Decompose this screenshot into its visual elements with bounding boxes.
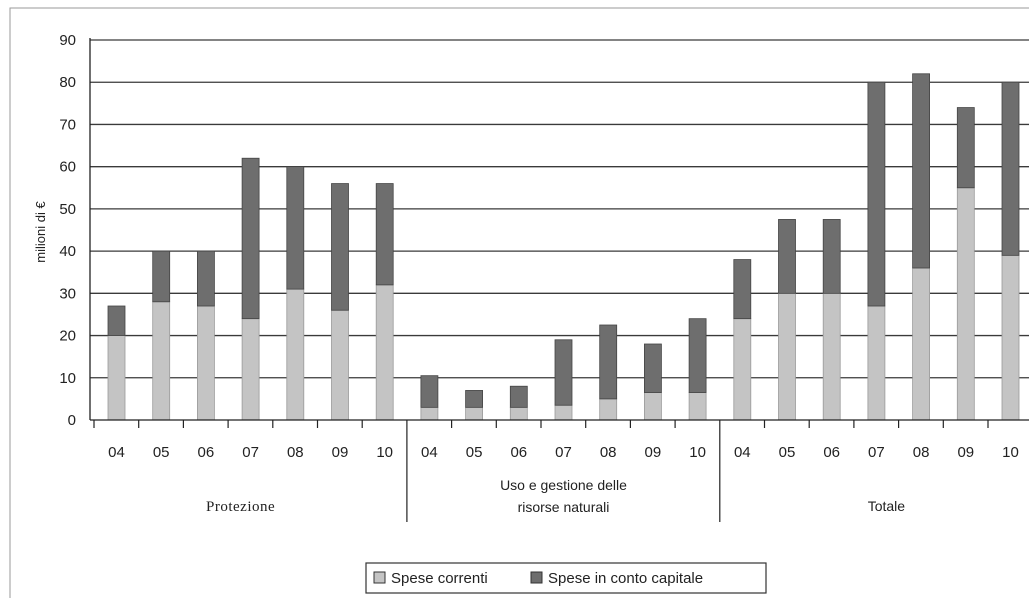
bar-spese-conto-capitale [912, 73, 930, 269]
bar-spese-conto-capitale [196, 250, 215, 307]
bar-spese-conto-capitale [554, 339, 573, 406]
bar-spese-correnti [465, 406, 484, 421]
group-label: Uso e gestione delle [500, 477, 627, 493]
group-label: Protezione [206, 499, 275, 515]
bar-spese-conto-capitale [822, 219, 841, 294]
group-label: risorse naturali [518, 499, 610, 515]
bar-spese-conto-capitale [599, 324, 618, 400]
bar-spese-correnti [822, 292, 841, 421]
bar-spese-correnti [196, 305, 215, 421]
bar-spese-conto-capitale [465, 390, 484, 408]
y-tick-label: 20 [59, 328, 76, 345]
group-label: Totale [868, 498, 906, 514]
x-tick-label: 09 [332, 444, 349, 461]
chart-frame [9, 7, 1029, 598]
x-tick-label: 09 [645, 444, 662, 461]
legend-swatch-spese-correnti [373, 571, 386, 584]
bar-spese-correnti [912, 267, 930, 421]
y-tick-label: 30 [59, 285, 76, 302]
x-tick-label: 04 [734, 444, 751, 461]
bar-spese-correnti [241, 318, 260, 421]
y-tick-label: 60 [59, 159, 76, 176]
x-tick-label: 06 [198, 444, 215, 461]
bar-spese-correnti [867, 305, 886, 421]
bar-spese-conto-capitale [286, 166, 305, 290]
bar-spese-conto-capitale [331, 183, 349, 311]
legend-swatch-spese-conto-capitale [530, 571, 543, 584]
bar-spese-conto-capitale [375, 183, 394, 286]
x-tick-label: 05 [779, 444, 796, 461]
x-tick-label: 08 [287, 444, 304, 461]
y-tick-label: 10 [59, 370, 76, 387]
x-tick-label: 08 [913, 444, 930, 461]
bar-spese-correnti [375, 284, 394, 421]
legend-entry: Spese correnti [391, 570, 488, 587]
y-tick-label: 40 [59, 243, 76, 260]
x-tick-label: 07 [555, 444, 572, 461]
bar-spese-conto-capitale [1001, 81, 1020, 256]
bar-spese-conto-capitale [867, 81, 886, 307]
bar-spese-correnti [509, 406, 528, 421]
y-tick-label: 90 [59, 32, 76, 49]
x-tick-label: 05 [153, 444, 170, 461]
bar-spese-conto-capitale [644, 343, 662, 393]
bar-spese-conto-capitale [152, 250, 171, 303]
bar-spese-correnti [644, 392, 662, 421]
x-tick-label: 10 [376, 444, 393, 461]
y-axis-label: milioni di € [33, 201, 48, 263]
legend: Spese correnti Spese in conto capitale [365, 562, 767, 594]
bar-spese-conto-capitale [420, 375, 439, 408]
bar-spese-conto-capitale [778, 219, 796, 294]
y-tick-label: 70 [59, 116, 76, 133]
x-tick-label: 05 [466, 444, 483, 461]
bar-spese-correnti [331, 309, 349, 421]
bar-spese-correnti [778, 292, 796, 421]
bar-spese-correnti [107, 335, 126, 421]
bar-spese-correnti [599, 398, 618, 421]
x-tick-label: 04 [421, 444, 438, 461]
x-tick-label: 08 [600, 444, 617, 461]
x-tick-label: 07 [868, 444, 885, 461]
axes [89, 38, 1029, 522]
legend-entry: Spese in conto capitale [548, 570, 703, 587]
x-tick-label: 10 [1002, 444, 1019, 461]
x-tick-label: 06 [510, 444, 527, 461]
bars [107, 73, 1020, 421]
y-tick-label: 50 [59, 201, 76, 218]
x-tick-label: 10 [689, 444, 706, 461]
bar-spese-conto-capitale [241, 157, 260, 320]
x-tick-label: 09 [957, 444, 974, 461]
bar-spese-conto-capitale [107, 305, 126, 336]
gridlines [90, 39, 1029, 379]
bar-spese-correnti [956, 187, 975, 421]
y-tick-label: 0 [68, 412, 76, 429]
y-tick-label: 80 [59, 74, 76, 91]
bar-spese-conto-capitale [956, 107, 975, 189]
bar-spese-correnti [688, 392, 707, 421]
bar-spese-conto-capitale [509, 385, 528, 408]
x-tick-label: 04 [108, 444, 125, 461]
bar-spese-correnti [286, 288, 305, 421]
x-tick-label: 07 [242, 444, 259, 461]
bar-spese-correnti [1001, 254, 1020, 421]
bar-spese-conto-capitale [688, 318, 707, 393]
bar-spese-correnti [554, 404, 573, 421]
x-tick-label: 06 [823, 444, 840, 461]
labels: 0 10 20 30 40 50 60 70 80 90 04 05 06 07 08 09 10 04 05 06 0… [59, 32, 1019, 515]
bar-spese-correnti [152, 301, 171, 421]
legend-box [365, 562, 767, 594]
bar-spese-correnti [733, 318, 752, 421]
bar-spese-conto-capitale [733, 259, 752, 320]
bar-spese-correnti [420, 406, 439, 421]
